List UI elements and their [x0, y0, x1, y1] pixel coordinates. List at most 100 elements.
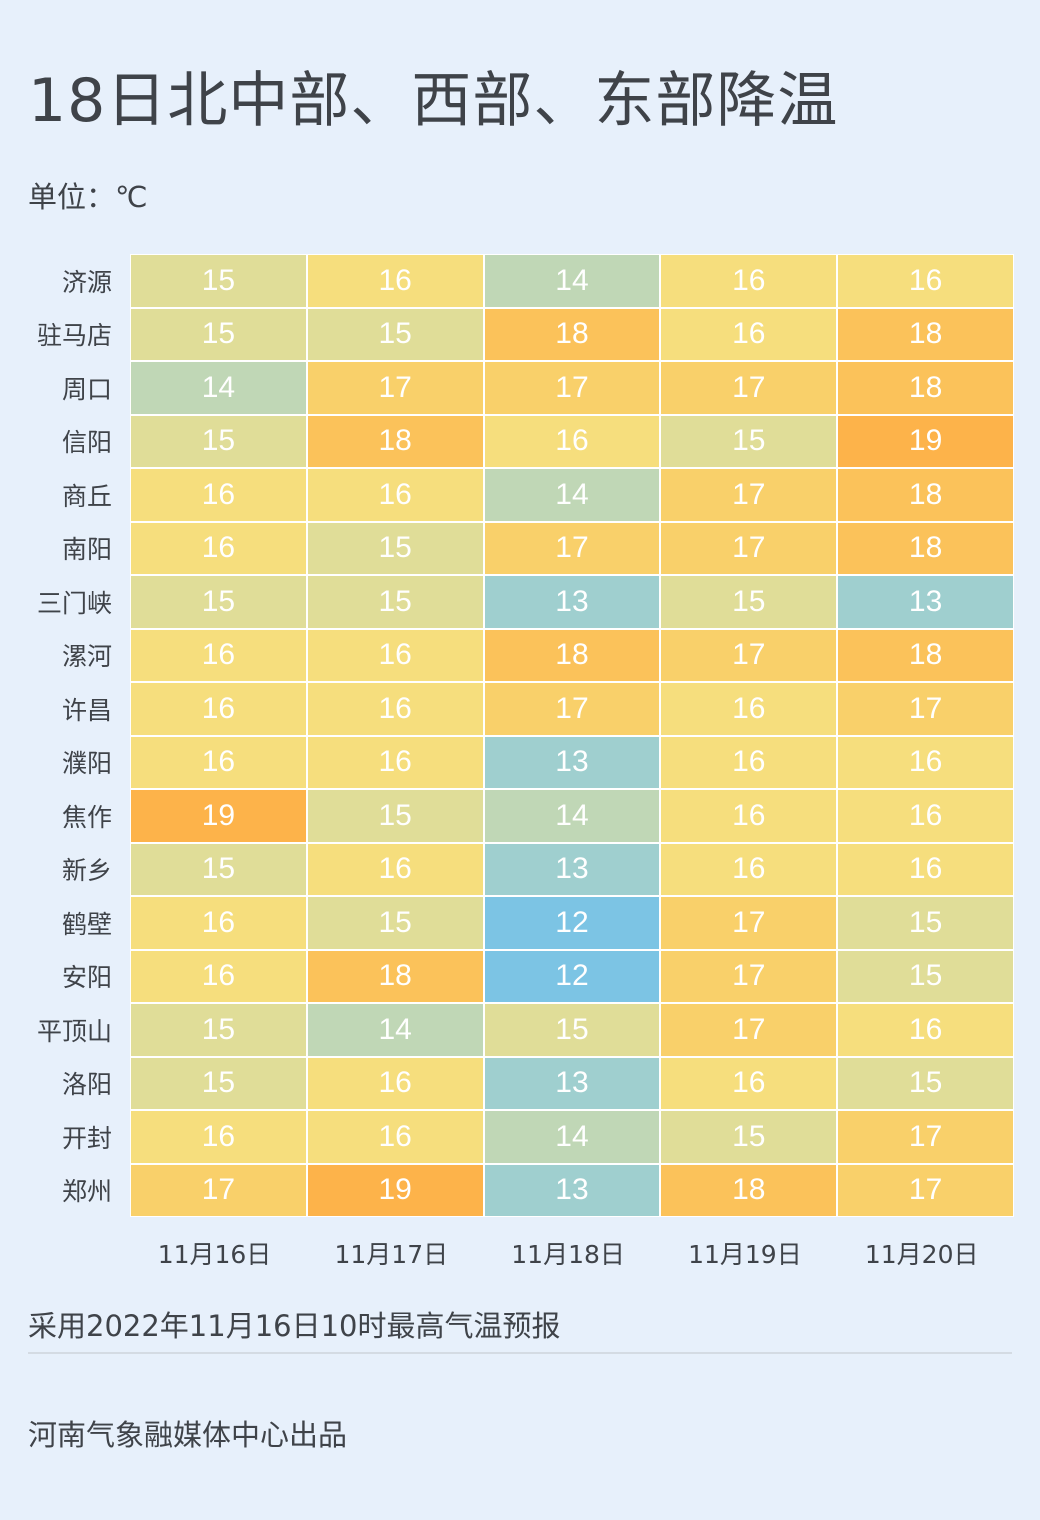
row-label: 许昌: [61, 695, 112, 725]
heatmap-cell: 16: [130, 1110, 307, 1164]
row-label: 信阳: [61, 428, 112, 458]
unit-label: 单位：℃: [28, 180, 148, 214]
heatmap-cell: 17: [837, 1110, 1014, 1164]
column-label: 11月17日: [334, 1240, 449, 1269]
heatmap-cell: 14: [306, 1003, 484, 1057]
heatmap-cell: 15: [660, 1110, 838, 1164]
heatmap-cell: 13: [483, 575, 661, 629]
heatmap-cell: 16: [130, 628, 307, 682]
heatmap-cell: 18: [837, 361, 1014, 415]
heatmap-cell: 16: [837, 254, 1014, 308]
heatmap-cell: 15: [130, 1056, 307, 1110]
heatmap-cell: 15: [130, 414, 307, 468]
heatmap-cell: 17: [660, 628, 838, 682]
heatmap-cell: 16: [306, 1110, 484, 1164]
heatmap-cell: 18: [483, 628, 661, 682]
heatmap-cell: 16: [660, 735, 838, 789]
heatmap-cell: 16: [306, 682, 484, 736]
heatmap-cell: 16: [130, 735, 307, 789]
heatmap-cell: 17: [837, 1163, 1014, 1217]
heatmap-cell: 14: [130, 361, 307, 415]
column-label: 11月19日: [688, 1240, 802, 1269]
heatmap-cell: 17: [660, 521, 838, 575]
heatmap-cell: 15: [130, 254, 307, 308]
heatmap-cell: 17: [306, 361, 484, 415]
heatmap-cell: 16: [130, 468, 307, 522]
heatmap-cell: 16: [306, 468, 484, 522]
forecast-note: 采用2022年11月16日10时最高气温预报: [28, 1309, 561, 1343]
heatmap-cell: 13: [483, 842, 661, 896]
row-label: 安阳: [61, 963, 112, 993]
heatmap-cell: 18: [837, 468, 1014, 522]
heatmap-cell: 18: [306, 414, 484, 468]
column-label: 11月16日: [157, 1240, 272, 1269]
heatmap-cell: 18: [837, 307, 1014, 361]
heatmap-cell: 16: [130, 521, 307, 575]
row-label: 洛阳: [61, 1070, 112, 1100]
heatmap-cell: 13: [837, 575, 1014, 629]
heatmap-cell: 16: [660, 682, 838, 736]
heatmap-cell: 15: [660, 414, 838, 468]
row-label: 开封: [61, 1123, 112, 1153]
heatmap-cell: 17: [660, 896, 838, 950]
heatmap-cell: 16: [306, 254, 484, 308]
row-label: 商丘: [61, 481, 112, 511]
heatmap-cell: 12: [483, 896, 661, 950]
heatmap-cell: 15: [306, 789, 484, 843]
heatmap-cell: 17: [660, 361, 838, 415]
row-label: 周口: [61, 374, 112, 404]
heatmap-cell: 15: [130, 842, 307, 896]
heatmap-cell: 15: [483, 1003, 661, 1057]
divider: [28, 1352, 1012, 1354]
row-label: 三门峡: [36, 588, 112, 618]
heatmap-cell: 15: [306, 575, 484, 629]
heatmap-cell: 15: [660, 575, 838, 629]
heatmap-cell: 16: [306, 1056, 484, 1110]
heatmap-cell: 16: [837, 789, 1014, 843]
heatmap-cell: 16: [660, 254, 838, 308]
heatmap-cell: 14: [483, 468, 661, 522]
heatmap-cell: 15: [306, 521, 484, 575]
heatmap-cell: 16: [660, 1056, 838, 1110]
heatmap-cell: 16: [306, 735, 484, 789]
heatmap-cell: 19: [306, 1163, 484, 1217]
heatmap-cell: 17: [660, 468, 838, 522]
heatmap-cell: 18: [837, 521, 1014, 575]
heatmap-cell: 16: [837, 842, 1014, 896]
heatmap-cell: 16: [130, 896, 307, 950]
heatmap-cell: 15: [837, 949, 1014, 1003]
row-label: 驻马店: [36, 321, 112, 351]
row-label: 平顶山: [36, 1016, 112, 1046]
heatmap-cell: 15: [130, 1003, 307, 1057]
row-label: 鹤壁: [61, 909, 112, 939]
heatmap-cell: 13: [483, 735, 661, 789]
heatmap-cell: 19: [130, 789, 307, 843]
heatmap-cell: 17: [483, 361, 661, 415]
heatmap-cell: 12: [483, 949, 661, 1003]
heatmap-cell: 16: [483, 414, 661, 468]
row-label: 南阳: [61, 535, 112, 565]
heatmap-cell: 15: [306, 307, 484, 361]
heatmap-cell: 17: [483, 682, 661, 736]
row-label: 新乡: [61, 856, 112, 886]
heatmap-cell: 18: [660, 1163, 838, 1217]
heatmap-cell: 15: [130, 307, 307, 361]
heatmap-cell: 19: [837, 414, 1014, 468]
heatmap-cell: 17: [660, 949, 838, 1003]
heatmap-cell: 16: [660, 307, 838, 361]
heatmap-cell: 18: [306, 949, 484, 1003]
heatmap-cell: 16: [837, 1003, 1014, 1057]
heatmap-cell: 14: [483, 1110, 661, 1164]
heatmap-cell: 17: [837, 682, 1014, 736]
row-label: 郑州: [61, 1177, 112, 1207]
heatmap-cell: 15: [837, 1056, 1014, 1110]
credit-text: 河南气象融媒体中心出品: [28, 1418, 348, 1452]
heatmap-grid: 15 16 14 16 16 15 15 18 16 18 14 17 17 17 18 15 18 16 15 19…: [130, 254, 1014, 1217]
heatmap-cell: 14: [483, 254, 661, 308]
column-label: 11月20日: [864, 1240, 979, 1269]
row-label: 济源: [61, 267, 112, 297]
heatmap-cell: 15: [837, 896, 1014, 950]
chart-title: 18日北中部、西部、东部降温: [28, 66, 839, 136]
row-label: 漯河: [61, 642, 112, 672]
column-label: 11月18日: [511, 1240, 625, 1269]
